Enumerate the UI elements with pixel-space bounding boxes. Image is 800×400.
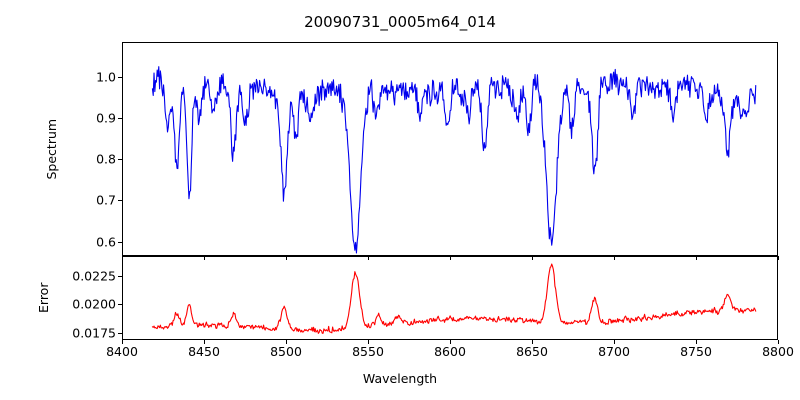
error-y-axis-label: Error — [36, 282, 51, 313]
error-ytick-label-1: 0.0200 — [72, 296, 116, 312]
error-xtick-mark-8 — [778, 340, 780, 344]
spectrum-ytick-label-3: 0.7 — [96, 192, 116, 208]
spectrum-xtick-mark-8 — [778, 256, 780, 260]
spectrum-ytick-label-2: 0.8 — [96, 151, 116, 167]
error-ytick-mark-1 — [118, 304, 122, 306]
error-ytick-label-2: 0.0175 — [72, 325, 116, 341]
x-axis-tick-label-8: 8800 — [762, 344, 794, 359]
error-xtick-mark-7 — [696, 340, 698, 344]
error-xtick-mark-4 — [450, 340, 452, 344]
error-xtick-mark-5 — [532, 340, 534, 344]
x-axis-tick-label-0: 8400 — [106, 344, 138, 359]
spectrum-xtick-mark-6 — [614, 256, 616, 260]
spectrum-ytick-mark-3 — [118, 200, 122, 202]
x-axis-tick-label-5: 8650 — [516, 344, 548, 359]
spectrum-ytick-label-4: 0.6 — [96, 234, 116, 250]
spectrum-y-axis-label: Spectrum — [44, 118, 59, 180]
spectrum-ytick-label-1: 0.9 — [96, 110, 116, 126]
spectrum-xtick-mark-1 — [204, 256, 206, 260]
spectrum-ytick-label-0: 1.0 — [96, 69, 116, 85]
error-xtick-mark-2 — [286, 340, 288, 344]
spectrum-ytick-mark-1 — [118, 118, 122, 120]
error-ytick-mark-0 — [118, 275, 122, 277]
error-ytick-label-0: 0.0225 — [72, 268, 116, 284]
x-axis-tick-label-4: 8600 — [434, 344, 466, 359]
x-axis-tick-label-6: 8700 — [598, 344, 630, 359]
spectrum-ytick-mark-2 — [118, 159, 122, 161]
spectrum-xtick-mark-0 — [122, 256, 124, 260]
spectrum-xtick-mark-7 — [696, 256, 698, 260]
error-xtick-mark-1 — [204, 340, 206, 344]
x-axis-tick-label-7: 8750 — [680, 344, 712, 359]
error-xtick-mark-6 — [614, 340, 616, 344]
x-axis-tick-label-3: 8550 — [352, 344, 384, 359]
spectrum-xtick-mark-4 — [450, 256, 452, 260]
spectrum-xtick-mark-5 — [532, 256, 534, 260]
spectrum-plot-panel — [122, 42, 778, 256]
error-ytick-mark-2 — [118, 332, 122, 334]
error-line-series — [123, 257, 777, 339]
spectrum-xtick-mark-3 — [368, 256, 370, 260]
error-plot-panel — [122, 256, 778, 340]
spectrum-xtick-mark-2 — [286, 256, 288, 260]
spectrum-ytick-mark-0 — [118, 77, 122, 79]
spectrum-ytick-mark-4 — [118, 241, 122, 243]
spectrum-line-series — [123, 43, 777, 255]
figure-title: 20090731_0005m64_014 — [304, 13, 496, 31]
x-axis-tick-label-2: 8500 — [270, 344, 302, 359]
x-axis-label: Wavelength — [362, 371, 438, 386]
error-xtick-mark-3 — [368, 340, 370, 344]
error-xtick-mark-0 — [122, 340, 124, 344]
x-axis-tick-label-1: 8450 — [188, 344, 220, 359]
